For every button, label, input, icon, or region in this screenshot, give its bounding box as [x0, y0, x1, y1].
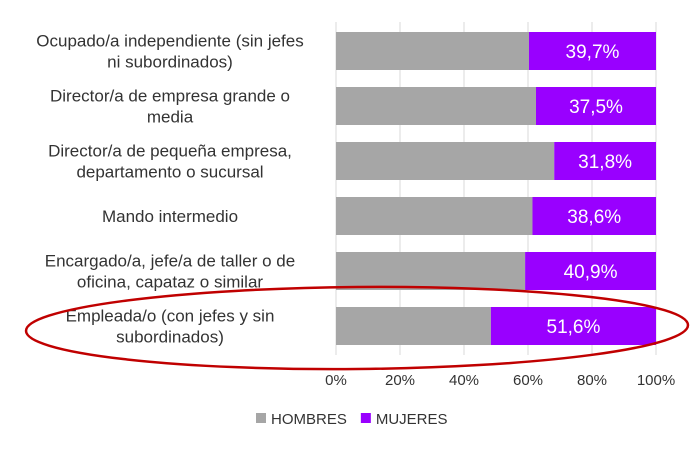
data-label: 38,6%: [567, 207, 621, 228]
bar-mujeres: [536, 87, 656, 125]
bar-mujeres: [554, 142, 656, 180]
data-label: 39,7%: [566, 42, 620, 63]
category-label: departamento o sucursal: [76, 163, 263, 182]
legend-label: HOMBRES: [271, 411, 347, 428]
category-label: Mando intermedio: [102, 207, 238, 226]
category-label: Director/a de empresa grande o: [50, 87, 290, 106]
bar-hombres: [336, 197, 533, 235]
x-tick-label: 60%: [513, 372, 543, 389]
bar-mujeres: [532, 197, 656, 235]
category-label: Ocupado/a independiente (sin jefes: [36, 32, 303, 51]
legend-swatch-mujeres: [360, 413, 371, 423]
x-tick-label: 100%: [637, 372, 675, 389]
bar-mujeres: [528, 32, 656, 70]
category-label: media: [147, 108, 194, 127]
data-label: 31,8%: [578, 152, 632, 173]
bar-mujeres: [525, 252, 656, 290]
x-tick-label: 40%: [449, 372, 479, 389]
bar-hombres: [336, 87, 536, 125]
category-label: Encargado/a, jefe/a de taller o de: [45, 252, 295, 271]
bar-hombres: [336, 252, 526, 290]
x-tick-label: 80%: [577, 372, 607, 389]
category-label: subordinados): [116, 328, 224, 347]
bar-mujeres: [490, 307, 656, 345]
bar-hombres: [336, 307, 491, 345]
x-tick-label: 20%: [385, 372, 415, 389]
x-tick-label: 0%: [325, 372, 347, 389]
category-label: oficina, capataz o similar: [77, 273, 263, 292]
data-label: 51,6%: [547, 317, 601, 338]
category-label: ni subordinados): [107, 53, 233, 72]
legend-swatch-hombres: [256, 413, 266, 423]
data-label: 40,9%: [564, 262, 618, 283]
category-label: Empleada/o (con jefes y sin: [66, 307, 275, 326]
data-label: 37,5%: [569, 97, 623, 118]
highlight-ellipse: [24, 285, 690, 371]
category-label: Director/a de pequeña empresa,: [48, 142, 292, 161]
legend-label: MUJERES: [376, 411, 448, 428]
bar-hombres: [336, 142, 555, 180]
bar-hombres: [336, 32, 529, 70]
